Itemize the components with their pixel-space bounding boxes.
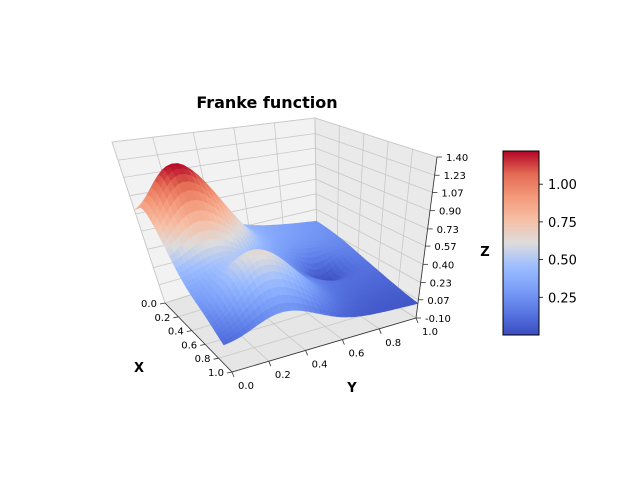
x-tick-label: 0.4 xyxy=(168,327,184,338)
grid-line xyxy=(111,117,438,158)
x-tick-mark xyxy=(200,344,206,346)
colorbar-ticks: 0.25 0.50 0.75 1.00 xyxy=(539,178,577,306)
colorbar-tick-label: 0.75 xyxy=(548,216,577,231)
y-tick-label: 0.4 xyxy=(312,359,328,370)
grid-line xyxy=(395,149,413,306)
z-axis-label: Z xyxy=(480,245,489,260)
y-tick-mark xyxy=(342,339,345,345)
y-axis-line xyxy=(231,317,417,373)
tick-labels: 0.0 0.2 0.4 0.6 0.8 1.0 0.0 0.2 0.4 0.6 0.8 1.0 -0.1… xyxy=(141,153,468,392)
z-tick-label: 0.23 xyxy=(430,279,452,290)
x-tick-label: 0.6 xyxy=(181,340,197,351)
surface-patch xyxy=(221,339,229,346)
z-tick-label: 1.23 xyxy=(444,171,466,182)
grid-line xyxy=(111,141,166,304)
z-tick-label: 0.73 xyxy=(437,225,459,236)
x-axis-line xyxy=(164,302,233,373)
y-tick-label: 0.0 xyxy=(238,381,254,392)
grid-line xyxy=(117,133,435,176)
y-tick-mark xyxy=(268,361,272,367)
y-tick-label: 0.6 xyxy=(348,349,364,360)
y-tick-label: 1.0 xyxy=(422,327,438,338)
y-tick-mark xyxy=(378,328,382,334)
y-tick-mark xyxy=(305,350,308,356)
grid-line xyxy=(376,141,389,293)
y-tick-mark xyxy=(415,317,419,324)
z-tick-label: -0.10 xyxy=(425,314,451,325)
x-tick-label: 1.0 xyxy=(208,368,224,379)
y-tick-label: 0.8 xyxy=(385,338,401,349)
z-tick-label: 1.40 xyxy=(446,153,468,164)
colorbar-tick-label: 0.50 xyxy=(548,254,577,269)
z-tick-label: 0.07 xyxy=(427,296,449,307)
y-axis-label: Y xyxy=(346,381,357,396)
x-tick-label: 0.0 xyxy=(141,299,157,310)
axes-lines xyxy=(164,156,438,373)
surface-plot xyxy=(134,163,419,346)
z-tick-label: 0.90 xyxy=(439,207,461,218)
chart-title: Franke function xyxy=(196,93,337,112)
colorbar: 0.25 0.50 0.75 1.00 xyxy=(502,150,577,336)
x-tick-mark xyxy=(226,371,233,374)
colorbar-gradient xyxy=(502,150,540,336)
colorbar-tick-label: 0.25 xyxy=(548,291,577,306)
x-tick-mark xyxy=(159,302,166,305)
x-tick-mark xyxy=(213,357,219,360)
colorbar-tick-label: 1.00 xyxy=(548,178,577,193)
x-tick-mark xyxy=(186,330,192,332)
y-tick-label: 0.2 xyxy=(275,370,291,381)
x-tick-mark xyxy=(173,316,179,319)
x-tick-label: 0.2 xyxy=(154,313,170,324)
z-tick-label: 0.40 xyxy=(432,260,454,271)
z-tick-label: 0.57 xyxy=(434,242,456,253)
z-tick-label: 1.07 xyxy=(441,188,463,199)
x-tick-label: 0.8 xyxy=(195,354,211,365)
y-tick-mark xyxy=(231,371,235,378)
x-axis-label: X xyxy=(134,361,144,376)
z-axis-line xyxy=(415,156,438,319)
